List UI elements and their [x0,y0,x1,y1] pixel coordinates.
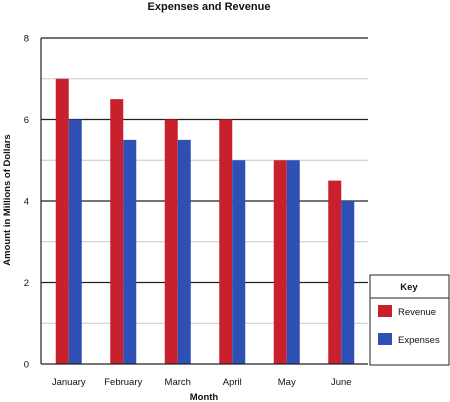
y-tick-label: 4 [24,197,29,208]
x-axis-label: Month [190,392,219,402]
legend-label-expenses: Expenses [398,335,440,346]
legend-swatch-revenue [378,305,392,317]
bar-revenue-february [110,99,124,364]
bar-expenses-february [123,139,137,364]
bar-expenses-june [341,201,355,364]
bar-expenses-january [68,119,82,364]
x-tick-label: June [331,377,352,388]
x-tick-label: January [52,377,86,388]
bars [55,78,355,364]
bar-expenses-april [232,160,246,364]
legend-label-revenue: Revenue [398,307,436,318]
x-tick-label: March [165,377,191,388]
legend-box [369,274,450,366]
y-tick-label: 6 [24,115,29,126]
legend-title: Key [400,282,418,293]
bar-revenue-march [164,119,178,364]
y-tick-label: 2 [24,278,29,289]
bar-expenses-march [177,139,191,364]
bar-revenue-june [328,180,342,364]
bar-revenue-january [55,78,69,364]
bar-revenue-may [273,160,287,364]
bar-revenue-april [219,119,233,364]
x-tick-label: April [223,377,242,388]
legend-swatch-expenses [378,333,392,345]
chart-title: Expenses and Revenue [148,1,271,13]
axes: 0 2 4 6 8 January February March April May June [24,34,368,388]
grid [41,37,368,324]
y-tick-label: 8 [24,34,29,45]
x-tick-label: May [278,377,296,388]
bar-expenses-may [286,160,300,364]
y-axis-label: Amount in Millions of Dollars [2,134,13,265]
y-tick-label: 0 [24,360,29,371]
x-tick-label: February [104,377,142,388]
legend: Key Revenue Expenses [369,274,450,366]
